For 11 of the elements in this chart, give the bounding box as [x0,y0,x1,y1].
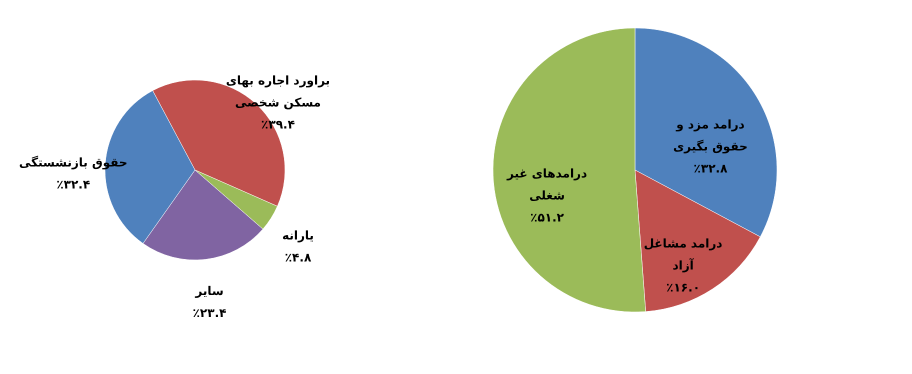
data-label: ٪۲۳.۴ [192,306,226,320]
slice-label: درامد مزد و حقوق بگیری [673,118,748,154]
slice-label: یارانه [282,228,314,242]
slice-label: سایر [194,284,224,298]
slice-label: درامد مشاغل آزاد [644,236,722,273]
data-label: ٪۵۱.۲ [530,210,565,224]
slice-label: درامدهای غیر شغلی [506,166,588,202]
data-label: ٪۴.۸ [284,250,312,264]
data-label: ٪۱۶.۰ [666,280,700,295]
data-label: ٪۳۲.۸ [694,162,728,176]
data-label: ٪۳۲.۴ [56,177,90,192]
